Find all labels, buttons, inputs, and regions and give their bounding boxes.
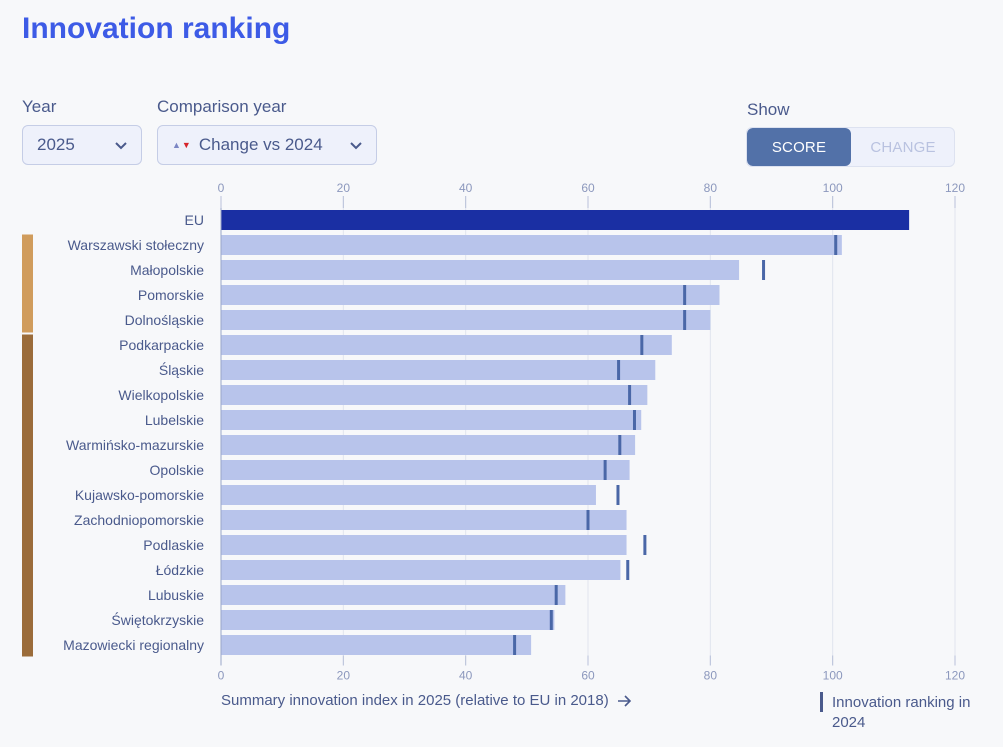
x-tick-label-top: 60: [581, 181, 595, 195]
ranking-2024-marker: [549, 610, 553, 630]
ranking-2024-marker: [616, 485, 620, 505]
score-button[interactable]: SCORE: [747, 128, 851, 166]
x-tick-label-top: 0: [218, 181, 225, 195]
ranking-2024-marker: [513, 635, 517, 655]
ranking-2024-marker: [617, 360, 621, 380]
group-strip-moderate: [22, 334, 33, 657]
category-label: Wielkopolskie: [118, 387, 204, 403]
region-bar: [221, 435, 636, 455]
ranking-2024-marker: [834, 235, 838, 255]
category-label: Podlaskie: [143, 537, 204, 553]
x-axis-label: Summary innovation index in 2025 (relati…: [221, 692, 609, 709]
ranking-2024-marker: [683, 310, 687, 330]
legend-marker-swatch: [820, 692, 823, 712]
region-bar: [221, 235, 842, 255]
x-axis-caption: Summary innovation index in 2025 (relati…: [221, 692, 633, 709]
category-label: Kujawsko-pomorskie: [75, 487, 204, 503]
region-bar: [221, 410, 642, 430]
category-label: Zachodniopomorskie: [74, 512, 204, 528]
region-bar: [221, 285, 720, 305]
region-bar: [221, 260, 740, 280]
chevron-down-icon: [350, 142, 362, 150]
region-bar: [221, 385, 648, 405]
ranking-2024-marker: [643, 535, 647, 555]
comparison-year-select[interactable]: ▲ ▼ Change vs 2024: [157, 125, 377, 165]
category-label: Lubelskie: [145, 412, 204, 428]
category-label: EU: [185, 212, 204, 228]
ranking-2024-marker: [554, 585, 558, 605]
x-tick-label-bottom: 60: [581, 669, 595, 683]
year-label: Year: [22, 97, 57, 116]
year-select-value: 2025: [37, 135, 75, 154]
year-select[interactable]: 2025: [22, 125, 142, 165]
category-label: Lubuskie: [148, 587, 204, 603]
region-bar: [221, 360, 656, 380]
x-tick-label-bottom: 120: [945, 669, 965, 683]
ranking-chart: 0 0 20 20 40 40 60 60 80 80 100 100 120 120 EU Warszaws…: [22, 181, 965, 683]
ranking-2024-marker: [683, 285, 687, 305]
category-label: Opolskie: [150, 462, 205, 478]
ranking-2024-marker: [640, 335, 644, 355]
category-label: Pomorskie: [138, 287, 204, 303]
eu-bar: [221, 210, 910, 230]
category-label: Podkarpackie: [119, 337, 204, 353]
ranking-2024-marker: [762, 260, 766, 280]
region-bar: [221, 585, 566, 605]
ranking-2024-marker: [618, 435, 622, 455]
x-tick-label-top: 80: [704, 181, 718, 195]
category-label: Warmińsko-mazurskie: [66, 437, 204, 453]
region-bar: [221, 560, 621, 580]
x-tick-label-bottom: 80: [704, 669, 718, 683]
legend-marker-label: Innovation ranking in 2024: [832, 694, 971, 731]
show-label: Show: [747, 100, 790, 119]
ranking-2024-marker: [632, 410, 636, 430]
chevron-down-icon: [115, 142, 127, 150]
category-label: Mazowiecki regionalny: [63, 637, 204, 653]
change-button[interactable]: CHANGE: [870, 138, 936, 156]
ranking-2024-marker: [586, 510, 590, 530]
group-strip-strong: [22, 234, 33, 333]
x-tick-label-top: 120: [945, 181, 965, 195]
region-bar: [221, 510, 627, 530]
change-triangles-icon: ▲ ▼: [172, 140, 191, 150]
x-tick-label-top: 20: [337, 181, 351, 195]
x-tick-label-bottom: 100: [823, 669, 843, 683]
x-tick-label-bottom: 40: [459, 669, 473, 683]
category-label: Dolnośląskie: [125, 312, 205, 328]
category-label: Łódzkie: [156, 562, 204, 578]
region-bar: [221, 310, 711, 330]
region-bar: [221, 610, 555, 630]
ranking-2024-marker: [603, 460, 607, 480]
region-bar: [221, 635, 532, 655]
category-label: Warszawski stołeczny: [68, 237, 204, 253]
category-label: Małopolskie: [130, 262, 204, 278]
x-tick-label-bottom: 20: [337, 669, 351, 683]
arrow-right-icon: [617, 695, 632, 707]
page-title: Innovation ranking: [22, 12, 291, 45]
x-tick-label-top: 40: [459, 181, 473, 195]
comparison-select-value: Change vs 2024: [198, 135, 323, 154]
x-tick-label-top: 100: [823, 181, 843, 195]
ranking-2024-marker: [628, 385, 632, 405]
category-label: Świętokrzyskie: [111, 611, 204, 628]
region-bar: [221, 535, 627, 555]
show-toggle: SCORE CHANGE: [746, 127, 955, 167]
comparison-year-label: Comparison year: [157, 97, 287, 116]
category-label: Śląskie: [159, 361, 204, 378]
region-bar: [221, 485, 596, 505]
region-bar: [221, 460, 630, 480]
x-tick-label-bottom: 0: [218, 669, 225, 683]
region-bar: [221, 335, 672, 355]
ranking-2024-marker: [626, 560, 630, 580]
